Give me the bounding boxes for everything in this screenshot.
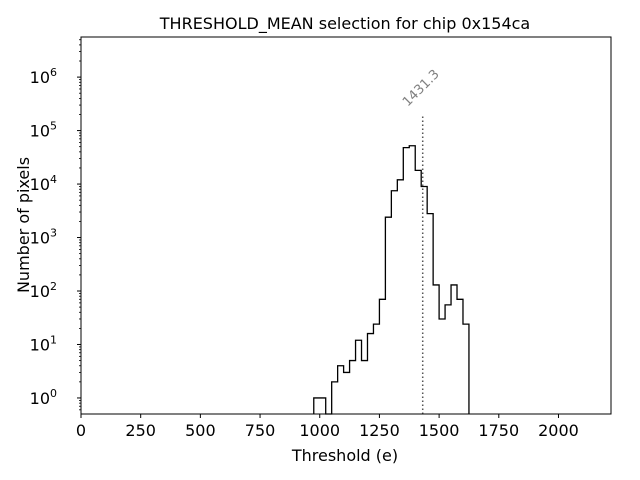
histogram-bin bbox=[445, 305, 451, 414]
histogram-bin bbox=[350, 361, 356, 414]
histogram-bin bbox=[344, 372, 350, 414]
histogram-outline bbox=[313, 145, 470, 415]
histogram-bin bbox=[314, 398, 320, 414]
x-tick-label: 1000 bbox=[299, 421, 340, 440]
plot-frame bbox=[80, 36, 612, 415]
y-tick-label: 104 bbox=[30, 173, 57, 194]
x-tick-label: 1250 bbox=[359, 421, 400, 440]
x-tick-label: 0 bbox=[76, 421, 86, 440]
histogram-bin bbox=[373, 324, 379, 414]
chart-title: THRESHOLD_MEAN selection for chip 0x154c… bbox=[159, 14, 530, 34]
plot-area: 1431.3 bbox=[313, 67, 470, 415]
y-tick-label: 102 bbox=[30, 280, 57, 301]
x-tick-label: 250 bbox=[125, 421, 156, 440]
y-tick-label: 101 bbox=[30, 333, 57, 354]
histogram-bin bbox=[320, 398, 326, 414]
histogram-bin bbox=[362, 361, 368, 414]
y-tick-label: 100 bbox=[30, 387, 57, 408]
histogram-bin bbox=[403, 148, 409, 414]
x-tick-label: 750 bbox=[245, 421, 276, 440]
histogram-bin bbox=[397, 180, 403, 414]
y-axis: 100 101 102 103 104 105 106 bbox=[30, 39, 81, 411]
x-tick-label: 1750 bbox=[478, 421, 519, 440]
x-tick-label: 500 bbox=[185, 421, 216, 440]
histogram-bin bbox=[439, 319, 445, 414]
histogram-bin bbox=[433, 285, 439, 414]
threshold-marker-label: 1431.3 bbox=[400, 67, 443, 110]
histogram-bin bbox=[332, 382, 338, 414]
histogram-bin bbox=[338, 366, 344, 414]
histogram-bin bbox=[427, 214, 433, 414]
histogram-bin bbox=[385, 217, 391, 414]
histogram-bin bbox=[457, 299, 463, 414]
histogram-bin bbox=[463, 324, 469, 414]
x-tick-label: 2000 bbox=[538, 421, 579, 440]
histogram-bin bbox=[409, 146, 415, 414]
histogram-bin bbox=[415, 170, 421, 414]
y-axis-label: Number of pixels bbox=[14, 157, 33, 293]
histogram-bin bbox=[367, 334, 373, 414]
histogram-bin bbox=[356, 340, 362, 414]
x-tick-label: 1500 bbox=[419, 421, 460, 440]
histogram-bin bbox=[451, 285, 457, 414]
y-tick-label: 103 bbox=[30, 227, 57, 248]
y-tick-label: 105 bbox=[30, 120, 57, 141]
histogram-bin bbox=[391, 191, 397, 414]
histogram-bin bbox=[379, 299, 385, 414]
y-tick-label: 106 bbox=[30, 66, 57, 87]
x-axis-label: Threshold (e) bbox=[291, 446, 398, 465]
x-axis: 0 250 500 750 1000 1250 1500 1750 2000 bbox=[76, 414, 579, 440]
